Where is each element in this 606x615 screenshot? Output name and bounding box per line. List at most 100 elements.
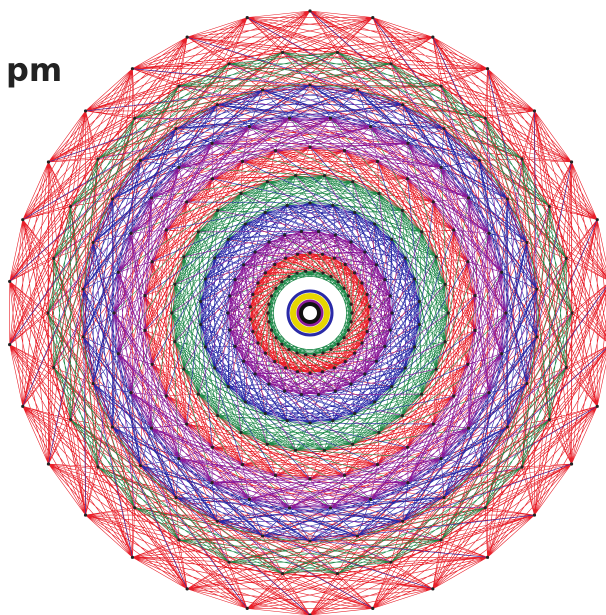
vertex xyxy=(130,555,135,559)
vertex xyxy=(342,149,347,153)
vertex xyxy=(299,392,304,397)
vertex xyxy=(405,177,410,181)
vertex xyxy=(283,233,287,237)
vertex xyxy=(383,344,387,348)
vertex xyxy=(389,62,393,66)
vertex xyxy=(360,341,364,345)
vertex xyxy=(390,311,394,315)
vertex xyxy=(363,250,367,254)
vertex xyxy=(52,256,56,261)
vertex xyxy=(247,497,252,502)
vertex xyxy=(173,282,177,286)
vertex xyxy=(439,84,443,88)
vertex xyxy=(133,116,137,120)
vertex xyxy=(375,159,380,163)
vertex xyxy=(110,197,115,201)
vertex xyxy=(285,203,289,208)
vertex xyxy=(332,366,337,370)
vertex xyxy=(365,292,369,297)
vertex xyxy=(308,9,312,13)
vertex xyxy=(215,519,219,523)
vertex xyxy=(69,417,73,422)
vertex xyxy=(333,389,337,393)
core xyxy=(286,289,334,337)
vertex xyxy=(164,394,168,398)
vertex xyxy=(280,342,284,346)
vertex xyxy=(328,116,333,120)
vertex xyxy=(320,252,325,256)
vertex xyxy=(227,62,231,66)
vertex xyxy=(267,240,271,244)
vertex xyxy=(96,157,100,161)
vertex xyxy=(355,88,360,92)
vertex xyxy=(129,391,133,395)
vertex xyxy=(442,126,446,131)
vertex xyxy=(420,392,424,396)
vertex xyxy=(569,462,574,466)
vertex xyxy=(351,442,355,446)
vertex xyxy=(308,539,312,543)
vertex xyxy=(242,359,246,363)
vertex xyxy=(260,534,265,538)
vertex xyxy=(274,286,278,290)
vertex xyxy=(248,317,252,321)
vertex xyxy=(349,302,353,306)
vertex xyxy=(342,286,346,290)
vertex xyxy=(336,280,340,284)
vertex xyxy=(349,382,353,386)
vertex xyxy=(466,362,470,366)
vertex xyxy=(91,381,95,386)
vertex xyxy=(203,345,207,349)
vertex xyxy=(547,204,551,209)
vertex xyxy=(400,413,404,418)
vertex xyxy=(81,287,85,291)
vertex xyxy=(308,421,312,425)
vertex xyxy=(439,538,443,542)
vertex xyxy=(273,473,278,477)
vertex xyxy=(322,448,327,452)
vertex xyxy=(383,278,387,282)
vertex xyxy=(185,35,189,39)
vertex xyxy=(299,229,304,234)
vertex xyxy=(466,196,471,200)
vertex xyxy=(8,342,12,347)
vertex xyxy=(304,353,308,357)
vertex xyxy=(138,158,143,163)
vertex xyxy=(210,177,215,181)
vertex xyxy=(150,362,154,366)
vertex xyxy=(227,560,231,564)
vertex xyxy=(185,587,189,591)
vertex xyxy=(46,462,51,466)
vertex xyxy=(281,50,285,55)
edges xyxy=(8,9,606,615)
vertex xyxy=(174,126,178,131)
vertex xyxy=(487,231,491,235)
vertex xyxy=(182,255,186,259)
vertex xyxy=(270,328,274,332)
vertex xyxy=(173,340,177,344)
vertex xyxy=(477,463,482,468)
vertex xyxy=(308,145,312,149)
core-center xyxy=(299,302,321,324)
vertex xyxy=(199,322,203,327)
vertex xyxy=(116,352,120,356)
vertex xyxy=(8,279,12,284)
vertex xyxy=(355,534,360,538)
vertex xyxy=(216,208,220,213)
vertex xyxy=(308,251,312,255)
vertex xyxy=(417,299,421,304)
vertex xyxy=(368,317,372,321)
vertex xyxy=(569,160,574,164)
vertex xyxy=(413,277,417,281)
vertex xyxy=(210,481,214,485)
vertex xyxy=(46,160,51,164)
vertex xyxy=(390,237,394,241)
vertex xyxy=(233,344,237,348)
vertex xyxy=(368,497,373,502)
vertex xyxy=(274,336,278,340)
vertex xyxy=(346,328,350,332)
vertex xyxy=(389,560,393,564)
vertex xyxy=(143,328,147,332)
vertex xyxy=(273,149,278,153)
vertex xyxy=(285,418,289,423)
